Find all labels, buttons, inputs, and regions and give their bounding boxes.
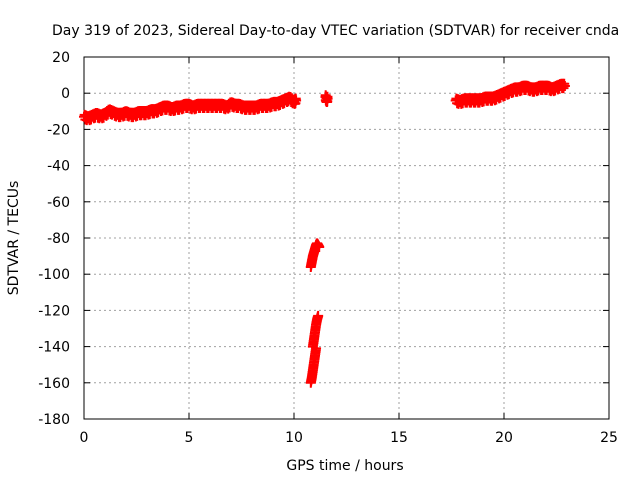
y-tick-label: -40 [47, 159, 70, 175]
y-tick-label: 20 [52, 50, 70, 66]
y-tick-label: -120 [38, 303, 70, 319]
y-tick-label: -100 [38, 267, 70, 283]
chart-title: Day 319 of 2023, Sidereal Day-to-day VTE… [52, 23, 619, 39]
x-tick-label: 25 [600, 430, 618, 446]
data-point [322, 93, 333, 104]
data-point [313, 241, 324, 252]
data-point [291, 95, 302, 106]
data-point [310, 345, 321, 356]
grid [84, 57, 609, 419]
x-tick-label: 0 [80, 430, 89, 446]
y-tick-label: -60 [47, 195, 70, 211]
axis-ticks: 0 5 10 15 20 25 20 0 -20 -40 -60 -80 -100 -120 -140 -16… [38, 50, 618, 446]
series-segment-early [79, 91, 302, 126]
y-tick-label: -180 [38, 412, 70, 428]
x-tick-label: 10 [285, 430, 303, 446]
data-points [79, 78, 570, 388]
y-tick-label: -160 [38, 376, 70, 392]
x-tick-label: 20 [495, 430, 513, 446]
series-segment-late [450, 78, 570, 109]
data-point [559, 80, 570, 91]
data-point [312, 311, 323, 322]
x-tick-label: 5 [185, 430, 194, 446]
x-tick-label: 15 [390, 430, 408, 446]
series-segment-drop [305, 238, 325, 388]
series-segment-short [320, 90, 333, 108]
y-tick-label: -20 [47, 122, 70, 138]
x-axis-label: GPS time / hours [286, 458, 403, 474]
y-tick-label: -80 [47, 231, 70, 247]
y-axis-label: SDTVAR / TECUs [6, 181, 22, 296]
y-tick-label: -140 [38, 340, 70, 356]
y-tick-label: 0 [61, 86, 70, 102]
